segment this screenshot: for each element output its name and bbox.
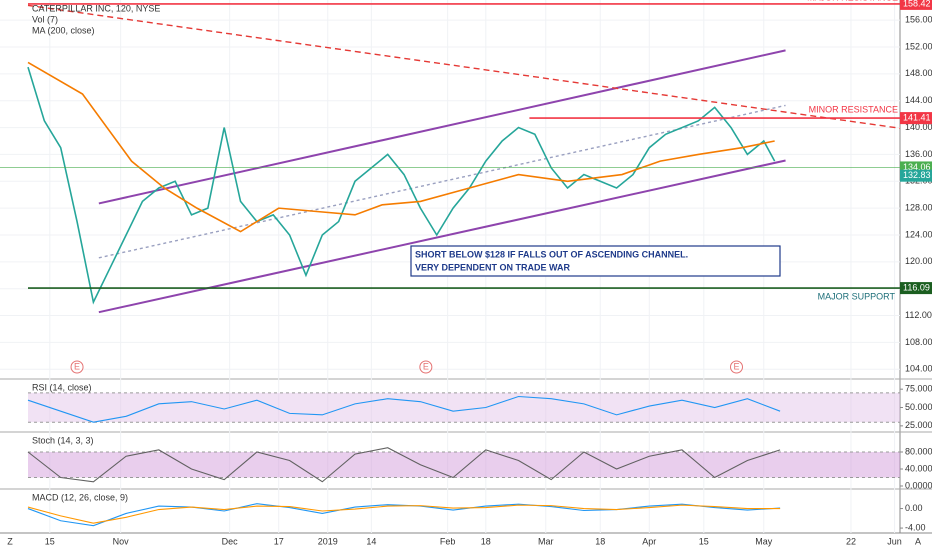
y-tick-label: 148.00 bbox=[905, 68, 932, 78]
x-tick-label: 17 bbox=[274, 536, 284, 546]
x-tick-label: 2019 bbox=[318, 536, 338, 546]
indicator-title: Stoch (14, 3, 3) bbox=[32, 435, 94, 445]
y-tick-label: 152.00 bbox=[905, 41, 932, 51]
volume-label: Vol (7) bbox=[32, 14, 58, 24]
x-tick-label: 15 bbox=[699, 536, 709, 546]
x-tick-label: 14 bbox=[366, 536, 376, 546]
trend-line bbox=[98, 159, 786, 314]
trend-line bbox=[27, 4, 901, 129]
x-tick-label: Mar bbox=[538, 536, 554, 546]
y-tick-label: 120.00 bbox=[905, 256, 932, 266]
price-tag-label: 158.42 bbox=[903, 0, 931, 8]
earnings-marker bbox=[70, 360, 84, 374]
y-tick-label: 140.00 bbox=[905, 122, 932, 132]
x-tick-label: 18 bbox=[481, 536, 491, 546]
footer-icon[interactable]: Z bbox=[7, 536, 13, 546]
indicator-band bbox=[28, 392, 900, 423]
x-tick-label: Jun bbox=[887, 536, 902, 546]
price-tag bbox=[900, 169, 932, 182]
price-tag bbox=[900, 112, 932, 125]
y-tick-label: -4.00 bbox=[905, 522, 926, 532]
earnings-marker bbox=[419, 360, 433, 374]
x-tick-label: Apr bbox=[642, 536, 656, 546]
x-tick-label: Nov bbox=[113, 536, 130, 546]
level-label: MINOR RESISTANCE bbox=[809, 104, 898, 114]
y-tick-label: 124.00 bbox=[905, 229, 932, 239]
y-tick-label: 25.0000 bbox=[905, 420, 932, 430]
annotation-box bbox=[410, 245, 781, 277]
y-tick-label: 75.0000 bbox=[905, 384, 932, 394]
price-tag-label: 116.09 bbox=[903, 282, 930, 292]
earnings-label: E bbox=[74, 361, 80, 371]
level-label: MAJOR RESISTANCE bbox=[807, 0, 898, 2]
price-tag-label: 134.06 bbox=[903, 162, 931, 172]
y-tick-label: 0.00 bbox=[905, 503, 923, 513]
y-tick-label: 80.0000 bbox=[905, 446, 932, 456]
x-tick-label: 22 bbox=[846, 536, 856, 546]
series-line bbox=[27, 504, 781, 524]
annotation-text: SHORT BELOW $128 IF FALLS OUT OF ASCENDI… bbox=[415, 249, 688, 259]
x-tick-label: 18 bbox=[595, 536, 605, 546]
indicator-title: MACD (12, 26, close, 9) bbox=[32, 492, 128, 502]
earnings-label: E bbox=[733, 361, 739, 371]
x-tick-label: Feb bbox=[440, 536, 456, 546]
y-tick-label: 50.0000 bbox=[905, 402, 932, 412]
indicator-title: RSI (14, close) bbox=[32, 382, 92, 392]
annotation-text: VERY DEPENDENT ON TRADE WAR bbox=[415, 262, 571, 272]
earnings-marker bbox=[730, 360, 743, 374]
symbol-label: CATERPILLAR INC, 120, NYSE bbox=[32, 3, 160, 13]
y-tick-label: 156.00 bbox=[905, 15, 932, 25]
price-tag bbox=[900, 0, 932, 10]
y-tick-label: 136.00 bbox=[905, 149, 932, 159]
footer-icon[interactable]: A bbox=[915, 536, 921, 546]
earnings-label: E bbox=[423, 361, 429, 371]
y-tick-label: 128.00 bbox=[905, 203, 932, 213]
series-line bbox=[27, 66, 776, 305]
level-label: MAJOR SUPPORT bbox=[818, 291, 896, 301]
y-tick-label: 108.00 bbox=[905, 337, 932, 347]
indicator-band bbox=[28, 451, 900, 478]
series-line bbox=[27, 61, 775, 233]
y-tick-label: 0.0000 bbox=[905, 480, 932, 490]
price-tag-label: 141.41 bbox=[903, 112, 931, 122]
price-tag bbox=[900, 282, 932, 295]
x-tick-label: May bbox=[755, 536, 773, 546]
series-line bbox=[27, 447, 781, 483]
ma-label: MA (200, close) bbox=[32, 25, 95, 35]
y-tick-label: 144.00 bbox=[905, 95, 932, 105]
y-tick-label: 104.00 bbox=[905, 364, 932, 374]
y-tick-label: 112.00 bbox=[905, 310, 932, 320]
x-tick-label: Dec bbox=[222, 536, 239, 546]
x-tick-label: 15 bbox=[45, 536, 55, 546]
series-line bbox=[27, 395, 781, 423]
y-tick-label: 40.0000 bbox=[905, 463, 932, 473]
price-tag-label: 132.83 bbox=[903, 170, 931, 180]
